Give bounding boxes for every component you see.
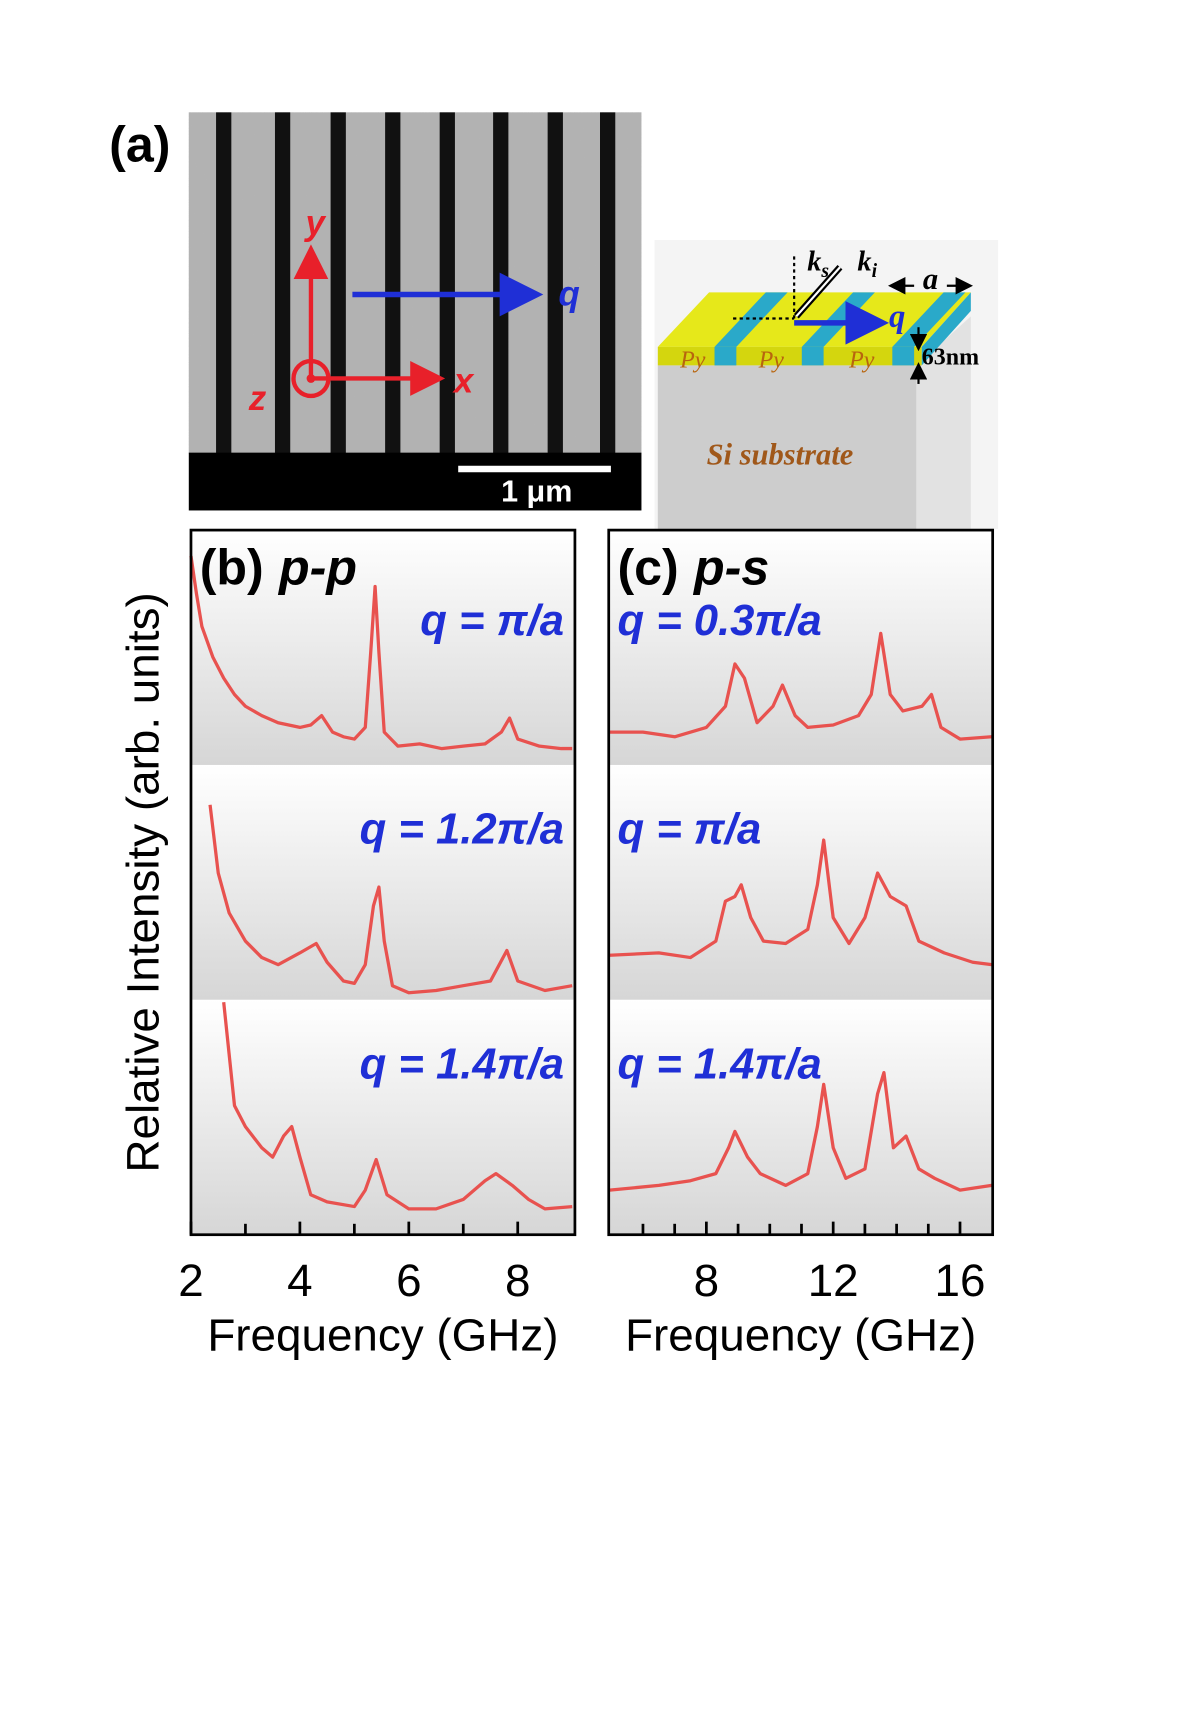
band-background <box>190 999 575 1235</box>
k-scattered: ks <box>807 247 829 283</box>
series-label: q = π/a <box>420 597 564 645</box>
spectrum-line <box>222 1001 573 1211</box>
spectrum-line <box>609 631 992 741</box>
x-tick-label: 12 <box>808 1255 859 1306</box>
series-label: q = 1.4π/a <box>360 1040 564 1088</box>
axis-x-label: x <box>452 362 475 401</box>
thickness-label: 63nm <box>922 344 979 370</box>
scale-bar-label: 1 μm <box>501 475 572 509</box>
spectrum-line <box>609 838 992 967</box>
panel-label: (b) <box>200 540 264 596</box>
schematic-q: q <box>889 299 905 335</box>
series-label: q = 0.3π/a <box>617 597 821 645</box>
panel-label: (a) <box>109 116 170 172</box>
x-tick-label: 8 <box>694 1255 719 1306</box>
charts: q = π/aq = 1.2π/aq = 1.4π/a2 4 6 8Frequency… <box>117 528 995 1360</box>
k-incident: ki <box>857 247 877 283</box>
band-background <box>190 764 575 1000</box>
axis-y-label: y <box>304 204 327 243</box>
sem-image <box>188 112 642 454</box>
scale-bar-area <box>188 452 642 511</box>
x-tick-label: 2 <box>178 1255 203 1306</box>
x-tick-label: 4 <box>287 1255 312 1306</box>
series-label: q = 1.4π/a <box>617 1040 821 1088</box>
series-label: q = π/a <box>617 806 761 854</box>
substrate-label: Si substrate <box>707 438 854 472</box>
x-axis-label: Frequency (GHz) <box>625 1309 976 1360</box>
plot-frame <box>189 528 577 1237</box>
layer-label: Py <box>758 348 785 374</box>
y-axis-label: Relative Intensity (arb. units) <box>117 592 168 1172</box>
band-background <box>608 764 993 1000</box>
series-label: q = 1.2π/a <box>360 806 564 854</box>
panel-title-text: p-s <box>692 540 769 596</box>
x-axis-label: Frequency (GHz) <box>207 1309 558 1360</box>
band-background <box>608 999 993 1235</box>
coordinate-axes <box>291 244 446 399</box>
z-dot <box>306 374 316 383</box>
panel-label: (c) <box>617 540 678 596</box>
spectrum-line <box>208 804 573 995</box>
axis-z-label: z <box>248 379 267 418</box>
panel-title: (c) p-s <box>617 540 769 596</box>
band-background <box>608 530 993 765</box>
layer-label: Py <box>848 348 875 374</box>
x-tick-label: 16 <box>935 1255 986 1306</box>
schematic <box>654 239 999 530</box>
q-label: q <box>559 274 580 313</box>
period-label: a <box>923 262 938 296</box>
spectrum-line <box>189 555 573 751</box>
layer-label: Py <box>679 348 706 374</box>
panel-title-text: p-p <box>277 540 357 596</box>
x-tick-label: 8 <box>505 1255 530 1306</box>
sem-stripes <box>216 112 616 454</box>
panel-title: (b) p-p <box>200 540 357 596</box>
spectrum-line <box>609 1070 992 1192</box>
x-tick-label: 6 <box>396 1255 421 1306</box>
